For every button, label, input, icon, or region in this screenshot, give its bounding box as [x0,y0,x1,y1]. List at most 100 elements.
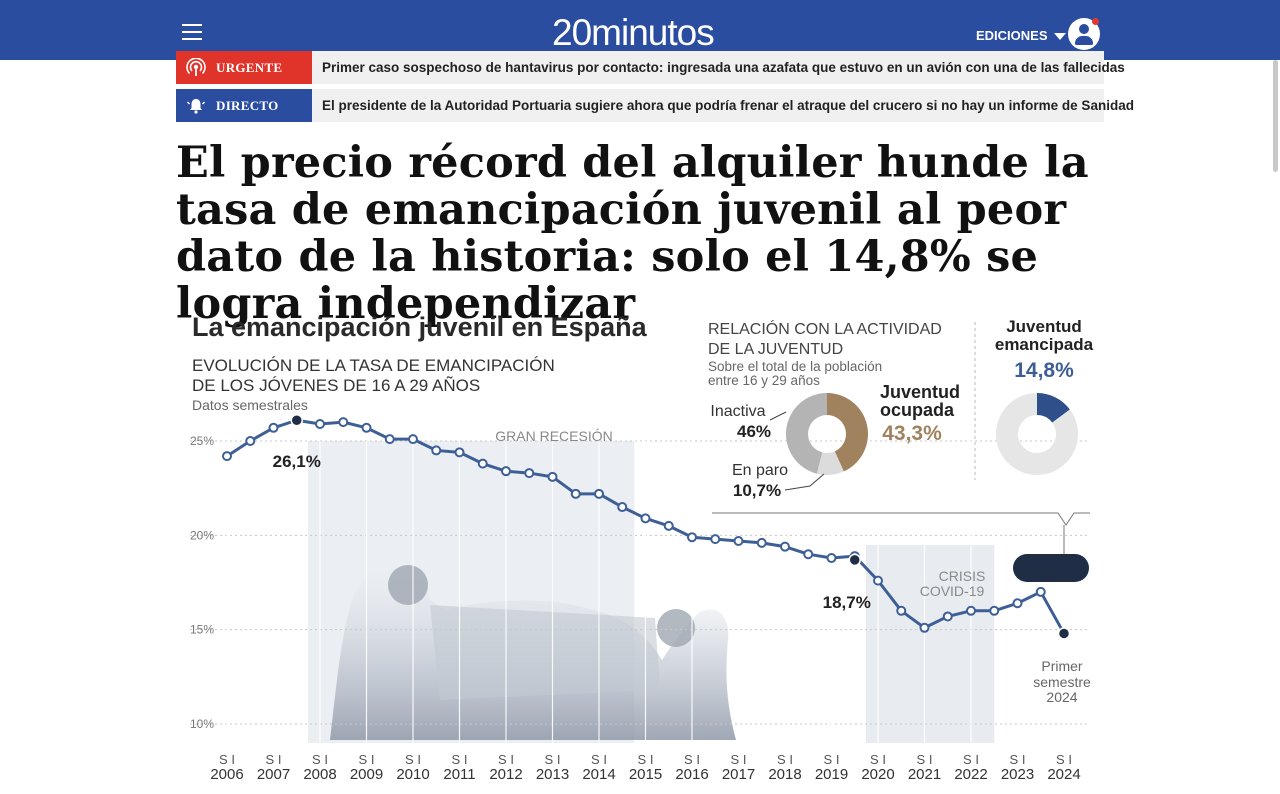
x-tick-half-label: S I [405,752,421,767]
page-scrollbar[interactable] [1273,60,1278,172]
last-point-label-3: 2024 [1046,689,1077,705]
slice-name: En paro [732,462,788,479]
donut-slice [827,393,868,472]
donut-slice [996,393,1078,475]
data-point [268,422,279,433]
y-tick-label: 25% [190,434,214,448]
x-tick-label: 2010 [396,766,429,783]
x-tick-label: 2012 [489,766,522,783]
data-point [594,488,604,499]
notification-dot [1092,18,1099,25]
user-account-icon[interactable] [1068,18,1100,50]
data-point [570,488,581,499]
covid-label-2: COVID-19 [920,583,985,599]
activity-title-2: DE LA JUVENTUD [708,341,843,358]
x-tick-label: 2020 [861,766,894,783]
x-tick-half-label: S I [266,752,282,767]
x-tick-half-label: S I [219,752,235,767]
x-tick-half-label: S I [963,752,979,767]
leader-line [784,473,825,491]
data-point [942,611,953,622]
slice-name: ocupada [880,400,955,420]
x-tick-label: 2023 [1001,766,1034,783]
bell-icon [187,98,205,114]
chevron-down-icon [1053,33,1066,40]
highlight-label: 14,8% [1023,558,1080,580]
data-point [291,415,302,426]
connector-line [712,512,1090,526]
donut-slice [786,393,827,474]
data-point [896,605,907,616]
data-point [431,445,442,456]
y-tick-label: 20% [190,528,214,542]
chart-subtitle-2: DE LOS JÓVENES DE 16 A 29 AÑOS [192,376,480,395]
x-tick-label: 2015 [629,766,662,783]
data-point [873,575,883,586]
data-point [315,419,325,430]
data-point [989,605,1000,616]
last-point-label-1: Primer [1041,658,1083,674]
x-tick-label: 2016 [675,766,708,783]
x-tick-half-label: S I [824,752,840,767]
x-tick-half-label: S I [359,752,375,767]
activity-subtitle-1: Sobre el total de la población [708,359,882,374]
data-point [338,417,349,428]
x-tick-label: 2018 [768,766,801,783]
x-tick-half-label: S I [545,752,561,767]
podcast-icon [186,57,206,76]
recession-band [308,441,635,743]
x-tick-label: 2008 [303,766,336,783]
data-point [756,537,767,548]
series-line [226,418,1066,635]
data-point [849,551,860,562]
last-value-callout [1013,554,1089,582]
slice-name: Inactiva [710,403,765,420]
chart-marks [222,413,1090,640]
x-tick-half-label: S I [1010,752,1026,767]
x-tick-half-label: S I [452,752,468,767]
x-tick-half-label: S I [312,752,328,767]
urgent-news-text[interactable]: Primer caso sospechoso de hantavirus por… [322,60,1125,75]
x-tick-half-label: S I [591,752,607,767]
x-tick-half-label: S I [917,752,933,767]
slice-value: 43,3% [882,422,942,445]
data-point [617,502,628,513]
x-tick-label: 2013 [536,766,569,783]
hamburger-menu-icon[interactable] [182,24,202,40]
x-tick-half-label: S I [731,752,747,767]
live-news-ticker[interactable]: DIRECTO El presidente de la Autoridad Po… [176,89,1134,122]
top-navigation-bar: 20minutos EDICIONES [0,0,1280,60]
data-point [408,434,418,445]
data-point [361,422,372,433]
activity-subtitle-2: entre 16 y 29 años [708,373,820,388]
data-point [1035,586,1046,597]
urgent-tag-label: URGENTE [216,59,283,75]
data-point [687,532,697,543]
data-point [780,541,790,552]
data-point [826,552,837,563]
data-point [524,468,535,479]
chart-note: Datos semestrales [192,397,308,413]
x-tick-label: 2022 [954,766,987,783]
live-tag: DIRECTO [176,89,312,122]
data-point [384,434,395,445]
data-point [919,622,930,633]
x-tick-half-label: S I [498,752,514,767]
x-tick-half-label: S I [684,752,700,767]
last-point-label-2: semestre [1033,674,1091,690]
editions-dropdown[interactable]: EDICIONES [976,28,1066,43]
highlight-point [848,553,861,567]
urgent-news-ticker[interactable]: URGENTE Primer caso sospechoso de hantav… [176,51,1125,84]
slice-value: 46% [737,422,771,441]
data-point [454,447,465,458]
live-news-text[interactable]: El presidente de la Autoridad Portuaria … [322,98,1134,113]
x-tick-half-label: S I [638,752,654,767]
x-tick-label: 2019 [815,766,848,783]
donut-charts [769,393,1078,491]
data-point [501,466,511,477]
data-point [1059,628,1069,639]
data-point [477,458,488,469]
covid-band [866,545,995,743]
site-logo[interactable]: 20minutos [552,12,715,53]
recession-label: GRAN RECESIÓN [495,428,612,444]
